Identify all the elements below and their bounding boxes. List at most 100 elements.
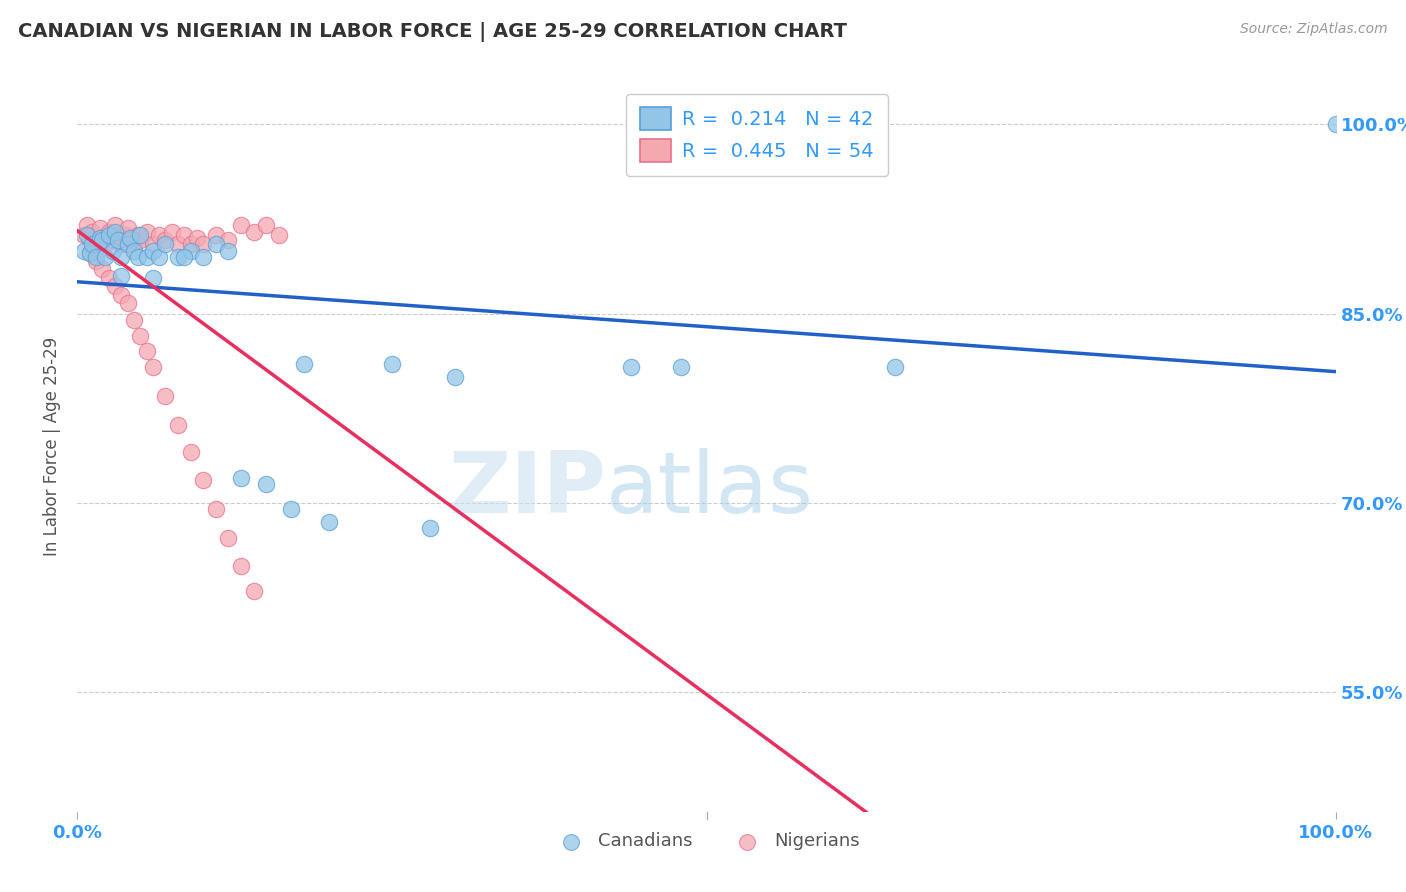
Point (217, 531, 239, 545)
Point (82, 225, 104, 239)
Point (180, 237, 202, 252)
Point (229, 219, 252, 233)
Point (84, 237, 107, 252)
Point (167, 250, 190, 264)
Legend: Canadians, Nigerians: Canadians, Nigerians (546, 825, 868, 857)
Point (97, 271, 120, 285)
Point (204, 237, 226, 252)
Point (167, 237, 190, 252)
Point (79, 246, 101, 260)
Point (1324, 117, 1347, 131)
Point (104, 225, 127, 239)
Point (229, 558, 252, 573)
Point (191, 237, 215, 252)
Point (76, 219, 98, 233)
Point (97, 225, 120, 239)
Point (204, 502, 226, 516)
Point (127, 250, 149, 264)
Point (84, 250, 107, 264)
Point (267, 228, 290, 243)
Point (254, 476, 277, 491)
Y-axis label: In Labor Force | Age 25-29: In Labor Force | Age 25-29 (44, 336, 62, 556)
Point (173, 250, 195, 264)
Point (97, 228, 120, 243)
Point (117, 296, 139, 310)
Point (120, 234, 142, 248)
Point (884, 359, 907, 374)
Point (160, 225, 183, 239)
Point (89, 220, 111, 235)
Point (671, 359, 693, 374)
Point (142, 237, 165, 252)
Point (107, 228, 129, 243)
Point (79, 234, 101, 248)
Point (82, 237, 104, 252)
Point (91, 234, 114, 248)
Point (129, 329, 152, 343)
Point (107, 234, 129, 248)
Point (155, 388, 177, 402)
Point (110, 287, 132, 301)
Point (217, 234, 239, 248)
Point (129, 234, 152, 248)
Point (318, 515, 340, 529)
Text: atlas: atlas (606, 449, 814, 532)
Point (104, 278, 127, 293)
Point (242, 225, 264, 239)
Point (142, 271, 165, 285)
Point (91, 262, 114, 277)
Point (419, 521, 441, 535)
Point (104, 219, 127, 233)
Point (444, 369, 467, 384)
Point (72, 244, 94, 258)
Point (204, 228, 226, 243)
Point (79, 246, 101, 260)
Point (94, 237, 117, 252)
Point (155, 234, 177, 248)
Point (180, 244, 202, 258)
Point (110, 268, 132, 283)
Point (84, 253, 107, 268)
Point (127, 228, 149, 243)
Point (72, 228, 94, 243)
Point (101, 244, 124, 258)
Point (167, 417, 190, 432)
Text: Source: ZipAtlas.com: Source: ZipAtlas.com (1240, 22, 1388, 37)
Point (620, 359, 643, 374)
Point (148, 250, 170, 264)
Point (110, 250, 132, 264)
Point (191, 473, 215, 487)
Point (229, 470, 252, 484)
Point (89, 231, 111, 245)
Point (110, 237, 132, 252)
Point (117, 220, 139, 235)
Point (292, 357, 315, 371)
Point (142, 244, 165, 258)
Point (76, 228, 98, 243)
Point (101, 234, 124, 248)
Point (114, 228, 136, 243)
Point (254, 219, 277, 233)
Point (135, 225, 157, 239)
Point (155, 237, 177, 252)
Point (191, 250, 215, 264)
Text: ZIP: ZIP (449, 449, 606, 532)
Point (94, 250, 117, 264)
Point (117, 237, 139, 252)
Point (120, 231, 142, 245)
Point (122, 244, 145, 258)
Point (122, 237, 145, 252)
Point (129, 228, 152, 243)
Point (217, 244, 239, 258)
Point (180, 445, 202, 459)
Point (381, 357, 404, 371)
Point (135, 344, 157, 359)
Point (186, 231, 208, 245)
Point (173, 228, 195, 243)
Point (242, 584, 264, 599)
Text: CANADIAN VS NIGERIAN IN LABOR FORCE | AGE 25-29 CORRELATION CHART: CANADIAN VS NIGERIAN IN LABOR FORCE | AG… (18, 22, 848, 42)
Point (142, 359, 165, 374)
Point (280, 502, 302, 516)
Point (122, 313, 145, 327)
Point (91, 231, 114, 245)
